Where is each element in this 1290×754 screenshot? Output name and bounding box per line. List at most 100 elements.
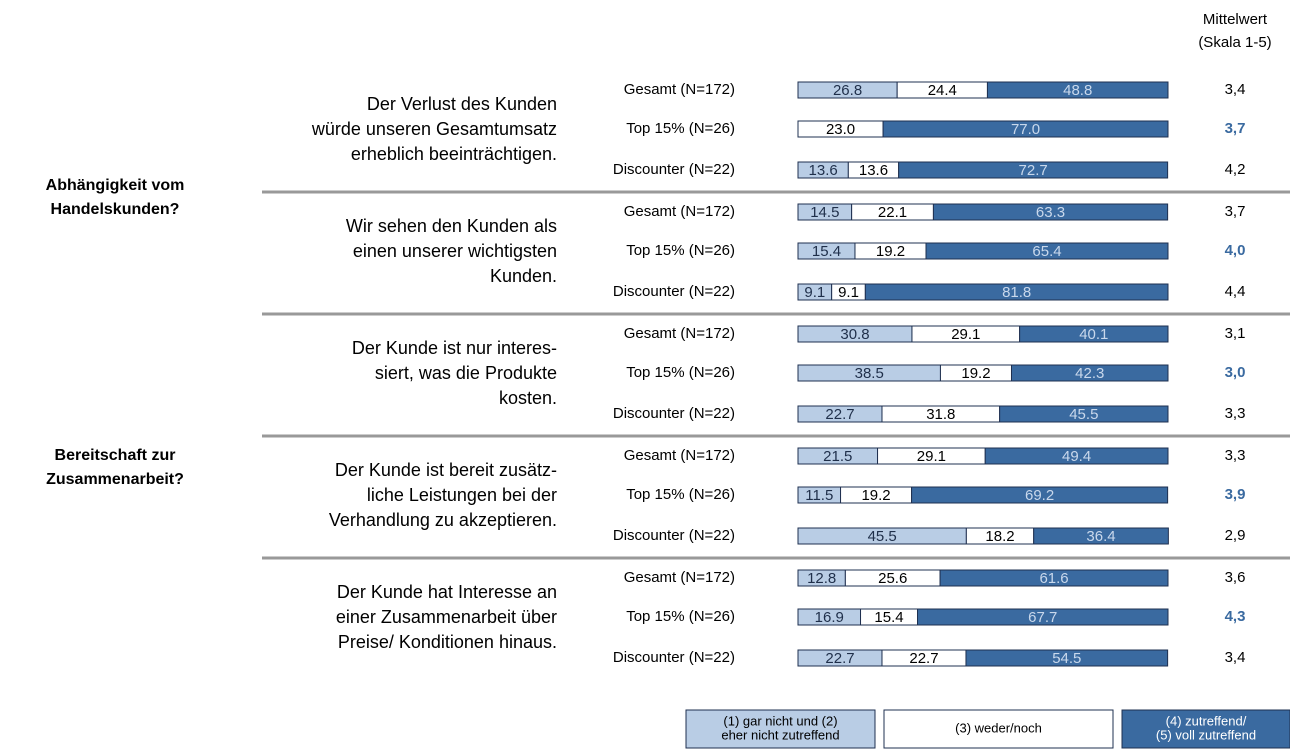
row-label: Discounter (N=22): [613, 649, 735, 666]
bar-label: 38.5: [855, 365, 884, 382]
bar-label: 23.0: [826, 121, 855, 138]
bar-label: 65.4: [1032, 243, 1061, 260]
bar-label: 19.2: [876, 243, 905, 260]
mean-value: 3,0: [1225, 364, 1246, 381]
bar-label: 40.1: [1079, 326, 1108, 343]
statement: kosten.: [499, 388, 557, 408]
bar-segment: [898, 161, 1169, 179]
bar-label: 22.7: [909, 650, 938, 667]
mean-value: 4,0: [1225, 242, 1246, 259]
bar-label: 22.7: [825, 406, 854, 423]
row-label: Top 15% (N=26): [626, 364, 735, 381]
bar-label: 19.2: [961, 365, 990, 382]
row-label: Top 15% (N=26): [626, 608, 735, 625]
bar-label: 19.2: [861, 487, 890, 504]
legend-box: [883, 709, 1114, 749]
section-label: Bereitschaft zur: [55, 447, 176, 464]
statement: Kunden.: [490, 266, 557, 286]
section-label: Zusammenarbeit?: [46, 471, 184, 488]
mean-value: 3,7: [1225, 120, 1246, 137]
bar-label: 26.8: [833, 82, 862, 99]
bar-label: 9.1: [804, 284, 825, 301]
mean-value: 3,4: [1225, 649, 1246, 666]
bar-label: 69.2: [1025, 487, 1054, 504]
mean-value: 3,6: [1225, 569, 1246, 586]
row-label: Discounter (N=22): [613, 527, 735, 544]
row-label: Discounter (N=22): [613, 405, 735, 422]
bar-segment: [1033, 527, 1169, 545]
bar-segment: [1010, 364, 1169, 382]
bar-label: 18.2: [985, 528, 1014, 545]
bar-segment: [986, 81, 1169, 99]
row-label: Top 15% (N=26): [626, 120, 735, 137]
legend-text: eher nicht zutreffend: [721, 727, 839, 742]
statement: erheblich beeinträchtigen.: [351, 144, 557, 164]
mean-value: 4,4: [1225, 283, 1246, 300]
bar-segment: [984, 447, 1169, 465]
section-label: Abhängigkeit vom: [46, 177, 185, 194]
statement: Der Kunde ist nur interes-: [352, 338, 557, 358]
bar-label: 21.5: [823, 448, 852, 465]
bar-label: 13.6: [809, 162, 838, 179]
bar-label: 49.4: [1062, 448, 1091, 465]
bar-label: 22.1: [878, 204, 907, 221]
row-label: Gesamt (N=172): [624, 569, 735, 586]
bar-label: 16.9: [815, 609, 844, 626]
bar-label: 72.7: [1019, 162, 1048, 179]
row-label: Gesamt (N=172): [624, 447, 735, 464]
mean-value: 3,3: [1225, 447, 1246, 464]
bar-label: 48.8: [1063, 82, 1092, 99]
bar-label: 67.7: [1028, 609, 1057, 626]
bar-segment: [882, 120, 1169, 138]
row-label: Top 15% (N=26): [626, 486, 735, 503]
bar-label: 9.1: [838, 284, 859, 301]
bar-segment: [999, 405, 1169, 423]
row-label: Gesamt (N=172): [624, 203, 735, 220]
bar-label: 77.0: [1011, 121, 1040, 138]
mean-value: 3,1: [1225, 325, 1246, 342]
statement: liche Leistungen bei der: [367, 485, 557, 505]
statement: Verhandlung zu akzeptieren.: [329, 510, 557, 530]
bar-label: 63.3: [1036, 204, 1065, 221]
row-label: Discounter (N=22): [613, 161, 735, 178]
bar-segment: [965, 649, 1169, 667]
legend-text: (4) zutreffend/: [1166, 713, 1247, 728]
statement: Der Verlust des Kunden: [367, 94, 557, 114]
mean-header: Mittelwert: [1203, 11, 1268, 28]
bar-segment: [925, 242, 1169, 260]
legend-text: (1) gar nicht und (2): [723, 713, 837, 728]
row-label: Top 15% (N=26): [626, 242, 735, 259]
mean-value: 3,4: [1225, 81, 1246, 98]
legend-text: (3) weder/noch: [955, 720, 1042, 735]
bar-label: 29.1: [917, 448, 946, 465]
bar-label: 45.5: [868, 528, 897, 545]
bar-label: 14.5: [810, 204, 839, 221]
statement: Preise/ Konditionen hinaus.: [338, 632, 557, 652]
bar-label: 13.6: [859, 162, 888, 179]
legend-text: (5) voll zutreffend: [1156, 727, 1256, 742]
mean-value: 2,9: [1225, 527, 1246, 544]
row-label: Gesamt (N=172): [624, 325, 735, 342]
statement: einen unserer wichtigsten: [353, 241, 557, 261]
bar-label: 12.8: [807, 570, 836, 587]
bar-label: 81.8: [1002, 284, 1031, 301]
statement: Wir sehen den Kunden als: [346, 216, 557, 236]
bar-segment: [932, 203, 1169, 221]
bar-label: 36.4: [1086, 528, 1115, 545]
bar-label: 29.1: [951, 326, 980, 343]
section-label: Handelskunden?: [51, 201, 180, 218]
bar-label: 61.6: [1039, 570, 1068, 587]
bar-segment: [864, 283, 1169, 301]
statement: einer Zusammenarbeit über: [336, 607, 557, 627]
bar-segment: [939, 569, 1169, 587]
mean-value: 3,9: [1225, 486, 1246, 503]
mean-value: 3,7: [1225, 203, 1246, 220]
bar-label: 54.5: [1052, 650, 1081, 667]
bar-label: 30.8: [840, 326, 869, 343]
bar-segment: [911, 486, 1169, 504]
mean-value: 4,2: [1225, 161, 1246, 178]
bar-label: 25.6: [878, 570, 907, 587]
bar-label: 45.5: [1069, 406, 1098, 423]
statement: siert, was die Produkte: [375, 363, 557, 383]
